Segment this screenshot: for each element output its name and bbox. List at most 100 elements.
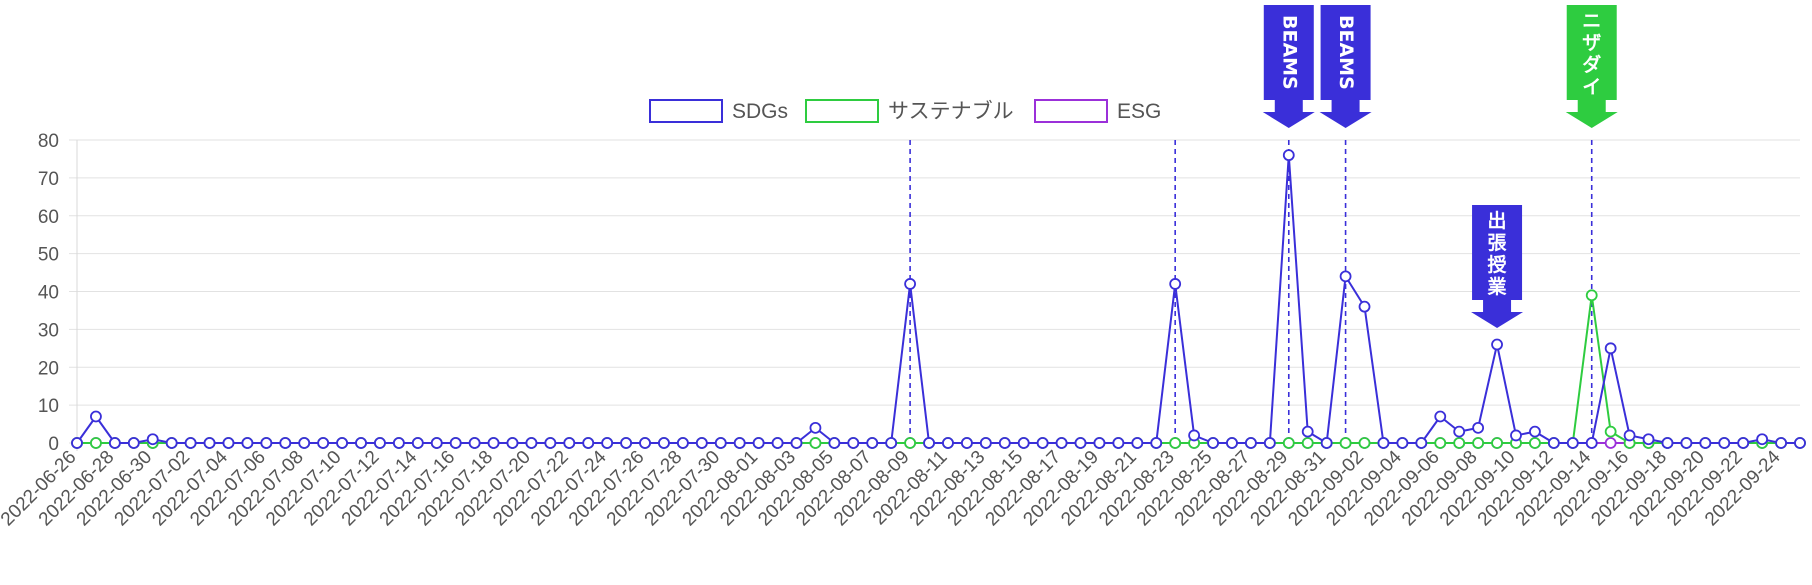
data-point bbox=[998, 437, 1011, 449]
data-point bbox=[809, 421, 822, 434]
data-point bbox=[525, 437, 538, 449]
data-point bbox=[1150, 437, 1163, 449]
data-point bbox=[809, 437, 822, 449]
data-point bbox=[1320, 437, 1333, 449]
data-point bbox=[885, 437, 898, 449]
data-point bbox=[1017, 437, 1030, 449]
data-point bbox=[1775, 437, 1787, 449]
data-point bbox=[904, 278, 916, 290]
data-point bbox=[1604, 437, 1617, 449]
axes: 010203040506070802022-06-262022-06-28202… bbox=[0, 131, 1785, 530]
data-point bbox=[752, 437, 765, 449]
data-point bbox=[1585, 289, 1598, 302]
data-point bbox=[1680, 437, 1693, 449]
data-point bbox=[1055, 437, 1068, 449]
data-point bbox=[1566, 437, 1579, 449]
y-tick-label: 60 bbox=[38, 207, 59, 228]
data-point bbox=[1472, 421, 1485, 434]
data-point bbox=[1263, 437, 1276, 449]
data-point bbox=[620, 437, 632, 449]
data-point bbox=[108, 437, 121, 449]
y-tick-label: 40 bbox=[38, 283, 59, 304]
data-point bbox=[374, 437, 386, 449]
data-point bbox=[90, 410, 102, 423]
annotation-label: ニザダイ bbox=[1582, 10, 1601, 98]
data-point bbox=[1112, 437, 1125, 449]
series-line bbox=[76, 154, 1800, 444]
annotation-arrow bbox=[1262, 100, 1315, 128]
annotation-callout: BEAMS bbox=[1262, 5, 1315, 128]
legend-swatch bbox=[805, 99, 879, 123]
data-point bbox=[639, 437, 651, 449]
data-point bbox=[1794, 437, 1806, 449]
data-point bbox=[1604, 425, 1617, 438]
data-point bbox=[71, 437, 83, 449]
annotation-banner bbox=[1472, 205, 1523, 300]
data-point bbox=[430, 437, 443, 449]
annotation-arrow bbox=[1319, 100, 1372, 128]
annotation-callout: ニザダイ bbox=[1565, 5, 1618, 128]
y-tick-label: 80 bbox=[38, 131, 59, 152]
data-point bbox=[1491, 437, 1503, 449]
data-point bbox=[658, 437, 670, 449]
data-point bbox=[355, 437, 367, 449]
annotation-banner bbox=[1320, 5, 1371, 100]
annotation-label: 出張授業 bbox=[1487, 209, 1508, 298]
y-tick-label: 70 bbox=[38, 169, 59, 190]
data-point bbox=[1529, 425, 1541, 438]
data-point bbox=[392, 437, 405, 449]
data-point bbox=[1415, 437, 1428, 449]
data-point bbox=[1434, 437, 1447, 449]
data-point bbox=[1453, 437, 1466, 449]
legend-item[interactable]: ESG bbox=[1034, 99, 1161, 123]
data-point bbox=[1737, 437, 1750, 449]
y-tick-label: 20 bbox=[38, 358, 59, 379]
data-point bbox=[487, 437, 500, 449]
data-point bbox=[1604, 342, 1617, 355]
data-point bbox=[260, 437, 273, 449]
data-point bbox=[279, 437, 292, 449]
data-point bbox=[790, 437, 803, 449]
data-point bbox=[828, 437, 841, 449]
data-point bbox=[676, 437, 689, 449]
data-point bbox=[317, 437, 330, 449]
data-point bbox=[298, 437, 311, 449]
legend-label: サステナブル bbox=[888, 100, 1014, 123]
data-point bbox=[203, 437, 216, 449]
y-tick-label: 0 bbox=[48, 434, 59, 455]
legend-item[interactable]: SDGs bbox=[649, 99, 788, 123]
data-point bbox=[771, 437, 784, 449]
series-2 bbox=[71, 289, 1806, 449]
data-point bbox=[979, 437, 992, 449]
series-line bbox=[77, 294, 1800, 444]
data-point bbox=[1226, 437, 1238, 449]
data-point bbox=[1282, 149, 1295, 162]
data-point bbox=[1585, 437, 1598, 449]
data-point bbox=[1491, 338, 1503, 351]
data-point bbox=[1169, 278, 1182, 290]
legend-swatch bbox=[1034, 99, 1108, 123]
data-point bbox=[1756, 433, 1769, 446]
data-point bbox=[1339, 437, 1352, 449]
data-point bbox=[1661, 437, 1674, 449]
legend-item[interactable]: サステナブル bbox=[805, 99, 1014, 123]
annotation-callout: BEAMS bbox=[1319, 5, 1372, 128]
data-point bbox=[1434, 410, 1447, 423]
data-point bbox=[1377, 437, 1390, 449]
data-point bbox=[184, 437, 197, 449]
data-point bbox=[449, 437, 462, 449]
data-point bbox=[1453, 425, 1466, 438]
data-point bbox=[923, 437, 935, 449]
data-point bbox=[90, 437, 102, 449]
data-point bbox=[733, 437, 746, 449]
data-point bbox=[411, 437, 424, 449]
annotation-arrow bbox=[1471, 300, 1524, 328]
series bbox=[71, 149, 1806, 449]
data-point bbox=[241, 437, 254, 449]
data-point bbox=[1623, 429, 1636, 442]
legend: SDGs サステナブル ESG bbox=[649, 99, 1161, 123]
legend-label: SDGs bbox=[732, 100, 788, 123]
data-point bbox=[146, 433, 159, 446]
data-point bbox=[714, 437, 727, 449]
